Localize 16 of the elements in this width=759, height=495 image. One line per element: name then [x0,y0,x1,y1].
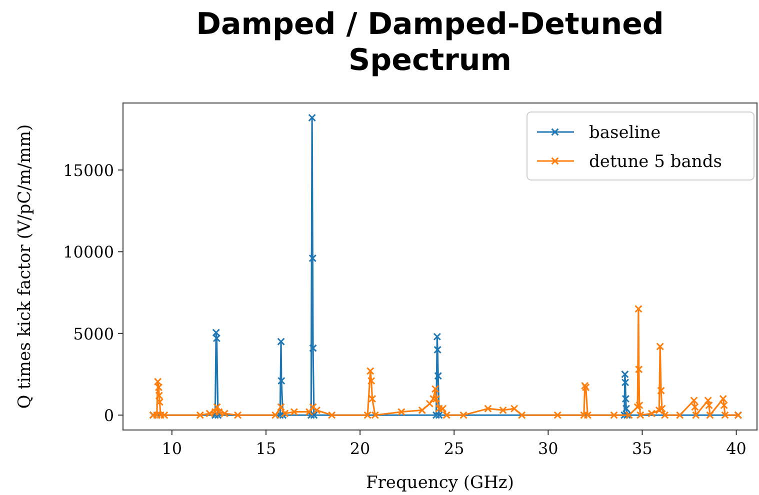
x-tick-label: 20 [350,439,370,458]
x-axis-title: Frequency (GHz) [366,473,514,493]
y-tick-label: 5000 [73,324,114,344]
chart-title: Damped / Damped-Detuned Spectrum [196,7,664,78]
y-axis-title: Q times kick factor (V/pC/m/mm) [15,124,35,409]
y-tick-label: 0 [104,406,114,426]
legend-label: baseline [589,123,661,143]
x-tick-label: 15 [256,439,276,458]
y-tick-label: 15000 [63,161,114,180]
x-tick-label: 30 [538,439,558,458]
x-tick-label: 10 [162,439,182,458]
x-tick-label: 35 [632,439,652,458]
x-tick-label: 40 [726,439,746,458]
legend-label: detune 5 bands [589,152,722,172]
y-tick-label: 10000 [63,242,114,262]
x-tick-label: 25 [444,439,464,458]
